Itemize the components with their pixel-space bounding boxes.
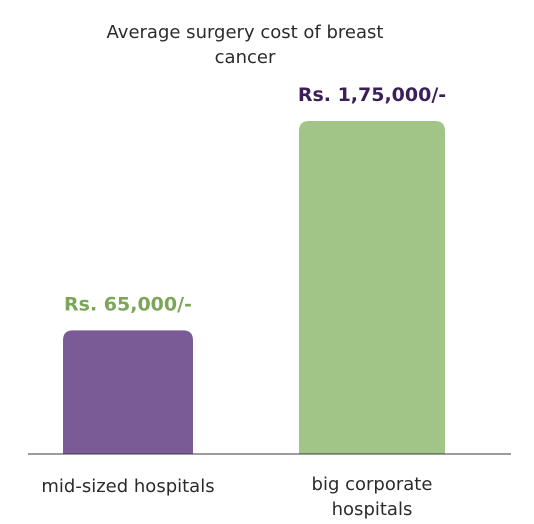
bar-big-corporate-hospitals (299, 121, 445, 454)
value-label-big-corporate-hospitals: Rs. 1,75,000/- (298, 84, 446, 106)
value-label-mid-sized-hospitals: Rs. 65,000/- (64, 293, 192, 315)
chart-title: Average surgery cost of breast cancer (106, 22, 384, 68)
bar-mid-sized-hospitals (63, 330, 193, 454)
category-label-big-corporate-hospitals: big corporate hospitals (311, 474, 433, 520)
category-label-mid-sized-hospitals: mid-sized hospitals (41, 476, 215, 497)
